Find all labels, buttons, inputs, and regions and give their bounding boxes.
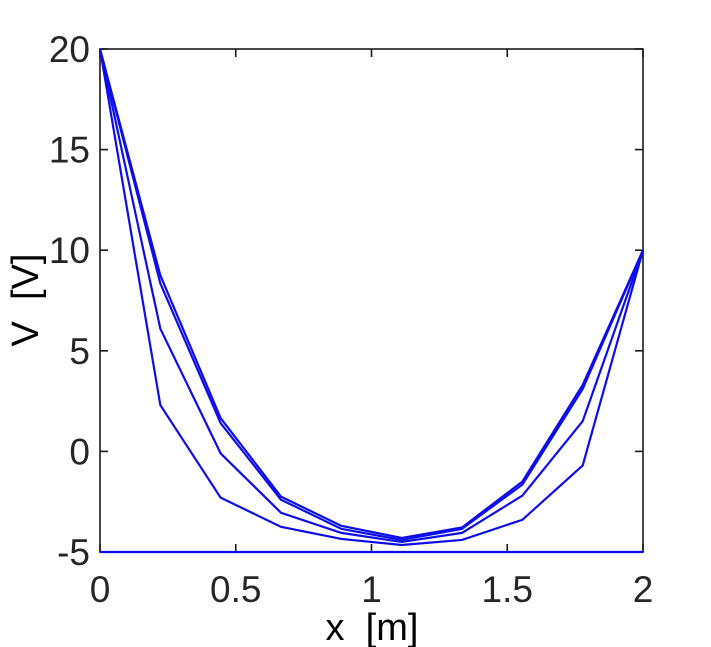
curve-4 (98, 48, 645, 540)
x-tick-label: 0.5 (210, 569, 261, 610)
curve-1 (98, 48, 645, 547)
y-tick-label: 0 (69, 431, 90, 472)
curve-2 (98, 48, 645, 544)
x-tick-label: 2 (633, 569, 654, 610)
y-tick-label: 15 (49, 130, 90, 171)
x-tick-label: 0 (90, 569, 111, 610)
x-tick-label: 1.5 (482, 569, 533, 610)
y-tick-label: -5 (57, 532, 90, 573)
axes-box (99, 48, 644, 553)
y-tick-label: 20 (49, 29, 90, 70)
y-axis-label: V [V] (5, 254, 47, 347)
curve-3 (98, 48, 645, 542)
x-axis-label: x [m] (326, 607, 419, 647)
y-tick-label: 5 (69, 331, 90, 372)
y-tick-label: 10 (49, 230, 90, 271)
x-tick-label: 1 (361, 569, 382, 610)
